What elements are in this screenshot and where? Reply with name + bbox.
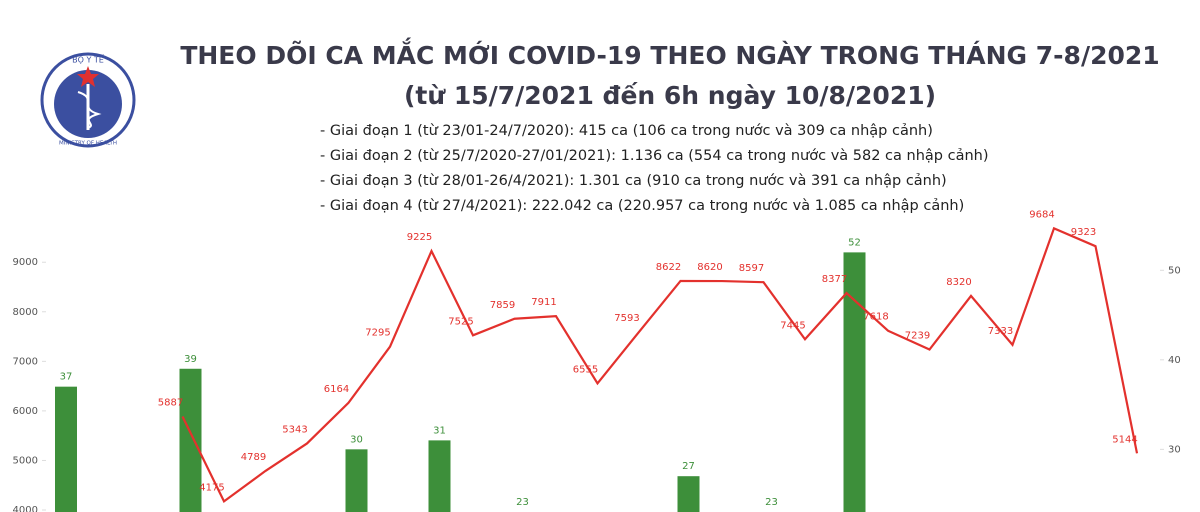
bar (55, 386, 77, 512)
line-label: 7295 (365, 328, 390, 339)
line (181, 226, 1139, 504)
logo-top: BỘ Y TẾ (72, 54, 105, 65)
line-label: 4175 (199, 482, 224, 493)
line-label: 7911 (531, 297, 556, 308)
line-label: 7618 (863, 312, 888, 323)
annotation: - Giai đoạn 1 (từ 23/01-24/7/2020): 415 … (320, 123, 933, 139)
bar-label: 23 (765, 497, 778, 508)
annotation: - Giai đoạn 2 (từ 25/7/2020-27/01/2021):… (320, 148, 989, 164)
y2-tick-label: 40 (1168, 355, 1181, 366)
y2-tick-label: 50 (1168, 265, 1181, 276)
bar (843, 252, 866, 512)
bar (179, 368, 202, 512)
line-label: 9684 (1029, 209, 1054, 220)
line-label: 7525 (448, 316, 473, 327)
y-tick-label: 4000 (13, 505, 38, 512)
y-tick-label: 5000 (13, 455, 38, 466)
line-label: 8320 (946, 277, 971, 288)
y2-tick-label: 30 (1168, 444, 1181, 455)
chart-subtitle: (từ 15/7/2021 đến 6h ngày 10/8/2021) (404, 81, 936, 110)
bar-label: 37 (60, 372, 73, 383)
line-label: 6164 (324, 384, 349, 395)
logo: BỘ Y TẾ MINISTRY OF HEALTH (40, 52, 136, 148)
bar-label: 27 (682, 461, 695, 472)
annotation: - Giai đoạn 3 (từ 28/01-26/4/2021): 1.30… (320, 173, 947, 189)
line-label: 6555 (573, 364, 598, 375)
line-label: 4789 (241, 452, 266, 463)
y-tick-label: 8000 (13, 307, 38, 318)
bar (345, 449, 368, 512)
line-label: 8622 (656, 262, 681, 273)
line-label: 8620 (697, 262, 722, 273)
annotation: - Giai đoạn 4 (từ 27/4/2021): 222.042 ca… (320, 198, 964, 214)
bar-label: 52 (848, 237, 861, 248)
bar-label: 30 (350, 434, 363, 445)
logo-star (77, 66, 99, 87)
line-label: 9323 (1071, 227, 1096, 238)
bar (677, 476, 700, 512)
line-label: 5343 (282, 424, 307, 435)
line-label: 7239 (905, 330, 930, 341)
line-label: 7593 (614, 313, 639, 324)
logo-bottom: MINISTRY OF HEALTH (59, 141, 117, 147)
line-label: 7445 (780, 320, 805, 331)
bar-label: 31 (433, 425, 446, 436)
line-label: 5887 (158, 397, 183, 408)
bar-label: 23 (516, 497, 529, 508)
y-tick-label: 7000 (13, 356, 38, 367)
bar (428, 440, 451, 512)
y-tick-label: 6000 (13, 406, 38, 417)
bar-label: 39 (184, 354, 197, 365)
line-label: 8597 (739, 263, 764, 274)
y-tick-label: 9000 (13, 257, 38, 268)
line-label: 7333 (988, 326, 1013, 337)
line-label: 8377 (822, 274, 847, 285)
line-label: 5144 (1112, 434, 1137, 445)
line-label: 9225 (407, 232, 432, 243)
line-label: 7859 (490, 300, 515, 311)
chart-title: THEO DÕI CA MẮC MỚI COVID-19 THEO NGÀY T… (180, 37, 1159, 70)
logo-snake (77, 91, 102, 129)
